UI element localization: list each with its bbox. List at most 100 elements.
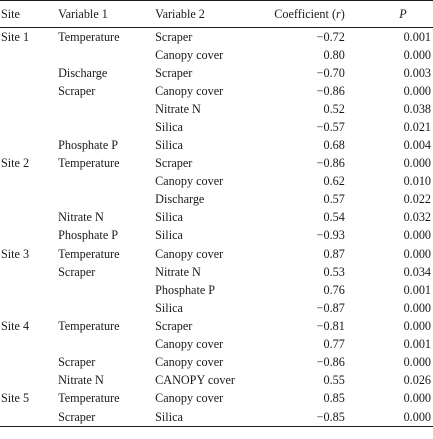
cell-coefficient: 0.62 — [323, 174, 345, 189]
header-coefficient-label: Coefficient (r) — [274, 6, 345, 21]
cell-variable-1: Discharge — [58, 65, 108, 80]
cell-variable-2: Silica — [155, 119, 183, 134]
cell-coefficient: 0.85 — [323, 391, 345, 406]
table-row: Silica −0.87 0.000 — [0, 299, 433, 317]
cell-coefficient: 0.54 — [323, 210, 345, 225]
table-row: Nitrate N Silica 0.54 0.032 — [0, 208, 433, 226]
cell-variable-1: Phosphate P — [58, 228, 119, 243]
cell-coefficient: 0.80 — [323, 47, 345, 62]
cell-p-value: 0.021 — [403, 119, 431, 134]
cell-site — [0, 353, 58, 371]
cell-p-value: 0.000 — [403, 47, 431, 62]
cell-site: Site 3 — [1, 246, 30, 261]
cell-variable-1 — [58, 335, 155, 353]
cell-variable-2: Canopy cover — [155, 355, 224, 370]
cell-coefficient: 0.87 — [323, 246, 345, 261]
cell-p-value: 0.000 — [403, 300, 431, 315]
cell-p-value: 0.000 — [403, 391, 431, 406]
cell-variable-2: Scraper — [155, 65, 193, 80]
table-row: Nitrate N 0.52 0.038 — [0, 100, 433, 118]
cell-variable-1 — [58, 100, 155, 118]
cell-variable-1: Scraper — [58, 264, 96, 279]
cell-site — [0, 118, 58, 136]
cell-variable-1: Temperature — [58, 318, 120, 333]
cell-p-value: 0.000 — [403, 355, 431, 370]
cell-p-value: 0.000 — [403, 246, 431, 261]
cell-variable-1 — [58, 281, 155, 299]
cell-site — [0, 371, 58, 389]
cell-site — [0, 227, 58, 245]
cell-variable-2: Phosphate P — [155, 282, 216, 297]
table-row: Silica −0.57 0.021 — [0, 118, 433, 136]
cell-variable-1: Scraper — [58, 355, 96, 370]
cell-site — [0, 46, 58, 64]
cell-p-value: 0.000 — [403, 318, 431, 333]
cell-p-value: 0.026 — [403, 373, 431, 388]
cell-site — [0, 263, 58, 281]
cell-coefficient: −0.85 — [260, 407, 345, 428]
table-row: Discharge Scraper −0.70 0.003 — [0, 64, 433, 82]
table-row: Phosphate P 0.76 0.001 — [0, 281, 433, 299]
cell-coefficient: −0.70 — [316, 65, 345, 80]
cell-site: Site 4 — [1, 318, 30, 333]
cell-site: Site 1 — [1, 29, 30, 44]
cell-p-value: 0.000 — [403, 83, 431, 98]
header-coefficient: Coefficient (r) — [260, 0, 345, 28]
cell-variable-1: Nitrate N — [58, 210, 104, 225]
table-row: Canopy cover 0.80 0.000 — [0, 46, 433, 64]
cell-site — [0, 100, 58, 118]
cell-coefficient: 0.68 — [323, 138, 345, 152]
table-row: Site 5 Temperature Canopy cover 0.85 0.000 — [0, 389, 433, 407]
cell-variable-2: Discharge — [155, 192, 205, 207]
cell-site — [0, 64, 58, 82]
cell-variable-1: Scraper — [58, 83, 96, 98]
cell-variable-1: Temperature — [58, 391, 120, 406]
cell-coefficient: 0.76 — [323, 282, 345, 297]
table-row: Scraper Silica −0.85 0.000 — [0, 407, 433, 428]
header-p-value: P — [344, 0, 433, 28]
cell-coefficient: −0.86 — [316, 83, 345, 98]
cell-p-value: 0.038 — [403, 101, 431, 116]
cell-site — [0, 136, 58, 154]
cell-variable-2: Silica — [155, 138, 183, 152]
table-row: Scraper Canopy cover −0.86 0.000 — [0, 353, 433, 371]
cell-site — [0, 335, 58, 353]
cell-variable-1: Nitrate N — [58, 373, 104, 388]
cell-site — [0, 172, 58, 190]
cell-site — [0, 281, 58, 299]
table-row: Discharge 0.57 0.022 — [0, 190, 433, 208]
cell-variable-1: Scraper — [58, 407, 156, 428]
header-row: Site Variable 1 Variable 2 Coefficient (… — [0, 0, 433, 28]
cell-p-value: 0.022 — [403, 192, 431, 207]
table-row: Canopy cover 0.77 0.001 — [0, 335, 433, 353]
cell-coefficient: −0.93 — [316, 228, 345, 243]
cell-variable-2: Scraper — [155, 318, 193, 333]
cell-coefficient: −0.87 — [316, 300, 345, 315]
cell-variable-2: Nitrate N — [155, 101, 201, 116]
header-variable-2: Variable 2 — [155, 0, 261, 28]
table-row: Site 2 Temperature Scraper −0.86 0.000 — [0, 154, 433, 172]
cell-p-value: 0.034 — [403, 264, 431, 279]
cell-p-value: 0.001 — [403, 282, 431, 297]
table-row: Nitrate N CANOPY cover 0.55 0.026 — [0, 371, 433, 389]
cell-coefficient: −0.81 — [316, 318, 345, 333]
cell-site — [0, 82, 58, 100]
cell-coefficient: 0.52 — [323, 101, 345, 116]
cell-variable-1: Temperature — [58, 156, 120, 171]
cell-variable-1: Temperature — [58, 29, 120, 44]
cell-p-value: 0.000 — [403, 156, 431, 171]
cell-site — [0, 407, 59, 428]
cell-variable-2: Silica — [155, 300, 183, 315]
cell-variable-1 — [58, 46, 155, 64]
cell-variable-2: Silica — [155, 407, 261, 428]
cell-p-value: 0.001 — [403, 337, 431, 352]
cell-coefficient: 0.53 — [323, 264, 345, 279]
table-row: Site 1 Temperature Scraper −0.72 0.001 — [0, 28, 433, 46]
cell-coefficient: −0.72 — [316, 29, 345, 44]
table-row: Canopy cover 0.62 0.010 — [0, 172, 433, 190]
cell-variable-2: CANOPY cover — [155, 373, 235, 388]
cell-coefficient: −0.86 — [316, 355, 345, 370]
cell-variable-2: Canopy cover — [155, 47, 224, 62]
cell-p-value: 0.000 — [403, 228, 431, 243]
